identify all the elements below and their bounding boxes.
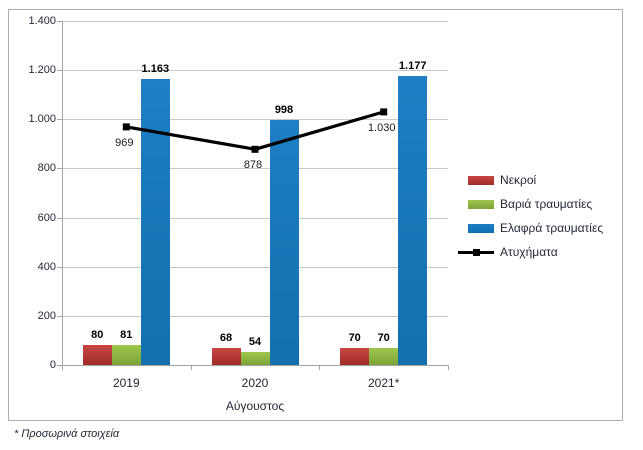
gridline xyxy=(62,168,448,169)
bar xyxy=(111,345,141,365)
line-point-label: 1.030 xyxy=(367,121,396,134)
bar xyxy=(369,347,399,365)
category-label: 2020 xyxy=(241,376,269,390)
x-axis-tick xyxy=(448,365,449,370)
y-axis-tick xyxy=(57,119,62,120)
bar-value-label: 998 xyxy=(274,103,294,116)
ytick-label: 600 xyxy=(37,212,56,224)
legend-label: Ελαφρά τραυματίες xyxy=(500,221,604,235)
x-axis-tick xyxy=(191,365,192,370)
bar-value-label: 81 xyxy=(120,329,133,342)
ytick-label: 400 xyxy=(37,261,56,273)
y-axis-tick xyxy=(57,21,62,22)
legend-swatch xyxy=(468,199,494,209)
ytick-label: 200 xyxy=(37,310,56,322)
legend-item: Ατυχήματα xyxy=(458,240,603,264)
gridline xyxy=(62,21,448,22)
legend-swatch xyxy=(468,175,494,185)
x-axis-line xyxy=(62,365,449,366)
bar-value-label: 68 xyxy=(219,332,233,345)
line-point-label: 969 xyxy=(115,136,134,149)
legend-label: Νεκροί xyxy=(500,173,537,187)
bar-value-label: 70 xyxy=(377,331,390,344)
legend-label: Ατυχήματα xyxy=(500,245,558,259)
ytick-label: 1.000 xyxy=(28,113,56,125)
ytick-label: 1.400 xyxy=(28,15,56,27)
x-axis-tick xyxy=(319,365,320,370)
legend-line-swatch xyxy=(458,248,494,257)
bar-value-label: 54 xyxy=(248,335,262,348)
y-axis-line xyxy=(62,21,63,365)
legend-swatch xyxy=(468,223,494,233)
bar-value-label: 1.177 xyxy=(398,59,427,72)
legend: Νεκροί Βαριά τραυματίες Ελαφρά τραυματίες Α… xyxy=(458,168,603,264)
legend-item: Ελαφρά τραυματίες xyxy=(458,216,603,240)
bar xyxy=(140,79,170,365)
bar xyxy=(211,348,241,365)
y-axis-tick xyxy=(57,70,62,71)
bar xyxy=(340,347,370,365)
y-axis-tick xyxy=(57,168,62,169)
bar xyxy=(269,119,299,365)
footnote: * Προσωρινά στοιχεία xyxy=(14,428,120,440)
line-point-label: 878 xyxy=(243,159,263,172)
bar xyxy=(82,345,112,365)
legend-item: Νεκροί xyxy=(458,168,603,192)
ytick-label: 1.200 xyxy=(28,64,56,76)
legend-item: Βαριά τραυματίες xyxy=(458,192,603,216)
y-axis-tick xyxy=(57,267,62,268)
bar-value-label: 80 xyxy=(91,329,104,342)
bar xyxy=(240,351,270,365)
gridline xyxy=(62,70,448,71)
x-axis-title: Αύγουστος xyxy=(225,399,285,413)
gridline xyxy=(62,218,448,219)
bar-value-label: 1.163 xyxy=(141,63,170,76)
category-label: 2019 xyxy=(112,376,140,390)
legend-label: Βαριά τραυματίες xyxy=(500,197,593,211)
y-axis-tick xyxy=(57,316,62,317)
y-axis-tick xyxy=(57,218,62,219)
ytick-label: 0 xyxy=(49,359,56,371)
x-axis-tick xyxy=(62,365,63,370)
ytick-label: 800 xyxy=(37,162,56,174)
gridline xyxy=(62,267,448,268)
bar-value-label: 70 xyxy=(348,331,361,344)
category-label: 2021* xyxy=(368,376,400,390)
gridline xyxy=(62,316,448,317)
y-axis-tick xyxy=(57,365,62,366)
gridline xyxy=(62,119,448,120)
bar xyxy=(398,75,428,365)
